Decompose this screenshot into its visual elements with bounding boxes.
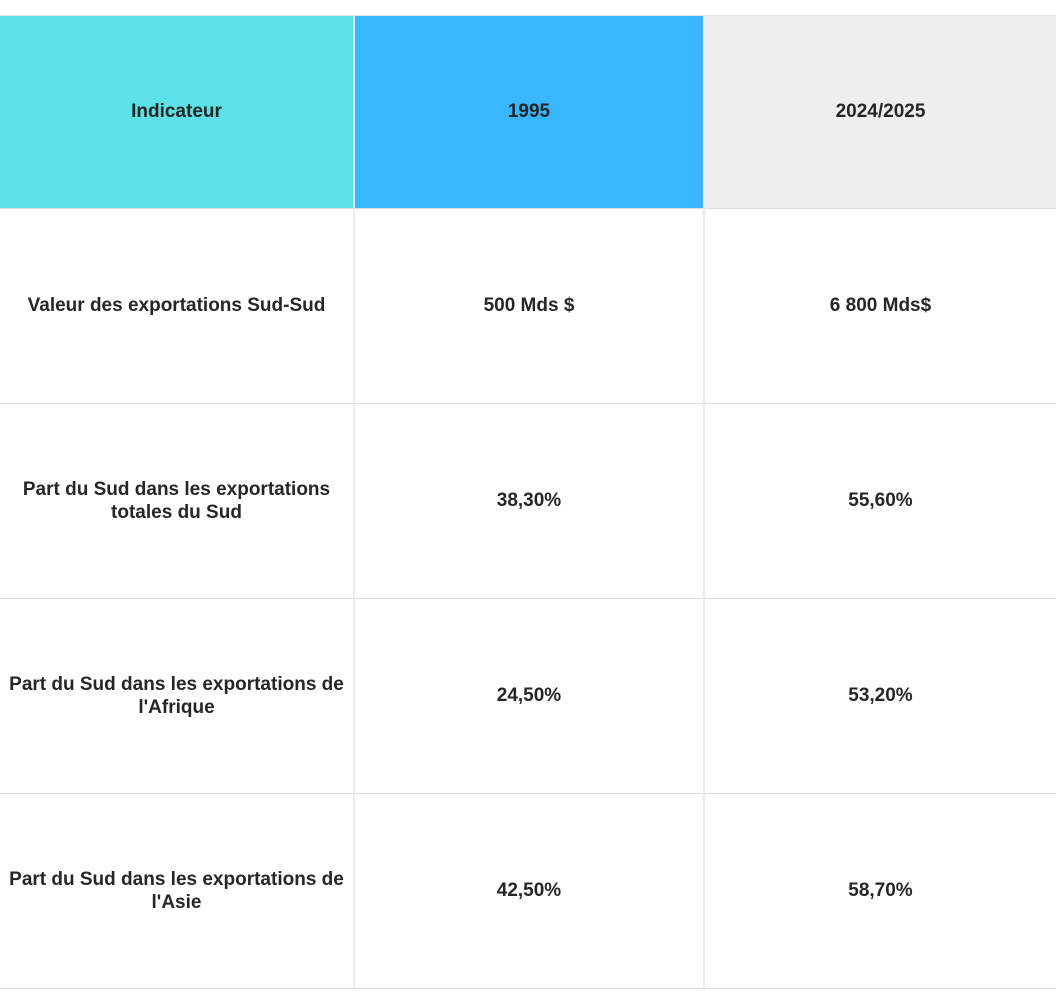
column-header-1995: 1995 <box>353 16 703 209</box>
row-label: Part du Sud dans les exportations de l'A… <box>0 794 353 989</box>
column-header-2024-2025: 2024/2025 <box>703 16 1056 209</box>
cell-value-2024: 55,60% <box>703 404 1056 599</box>
cell-value-2024: 53,20% <box>703 599 1056 794</box>
cell-value-1995: 42,50% <box>353 794 703 989</box>
row-label: Part du Sud dans les exportations totale… <box>0 404 353 599</box>
cell-value-1995: 38,30% <box>353 404 703 599</box>
indicators-table-container: Indicateur 1995 2024/2025 Valeur des exp… <box>0 15 1056 989</box>
indicators-table: Indicateur 1995 2024/2025 Valeur des exp… <box>0 15 1056 989</box>
table-row: Part du Sud dans les exportations de l'A… <box>0 599 1056 794</box>
table-row: Part du Sud dans les exportations de l'A… <box>0 794 1056 989</box>
cell-value-2024: 58,70% <box>703 794 1056 989</box>
table-row: Valeur des exportations Sud-Sud 500 Mds … <box>0 209 1056 404</box>
cell-value-1995: 500 Mds $ <box>353 209 703 404</box>
cell-value-1995: 24,50% <box>353 599 703 794</box>
row-label: Part du Sud dans les exportations de l'A… <box>0 599 353 794</box>
cell-value-2024: 6 800 Mds$ <box>703 209 1056 404</box>
row-label: Valeur des exportations Sud-Sud <box>0 209 353 404</box>
table-row: Part du Sud dans les exportations totale… <box>0 404 1056 599</box>
column-header-indicateur: Indicateur <box>0 16 353 209</box>
table-header-row: Indicateur 1995 2024/2025 <box>0 16 1056 209</box>
